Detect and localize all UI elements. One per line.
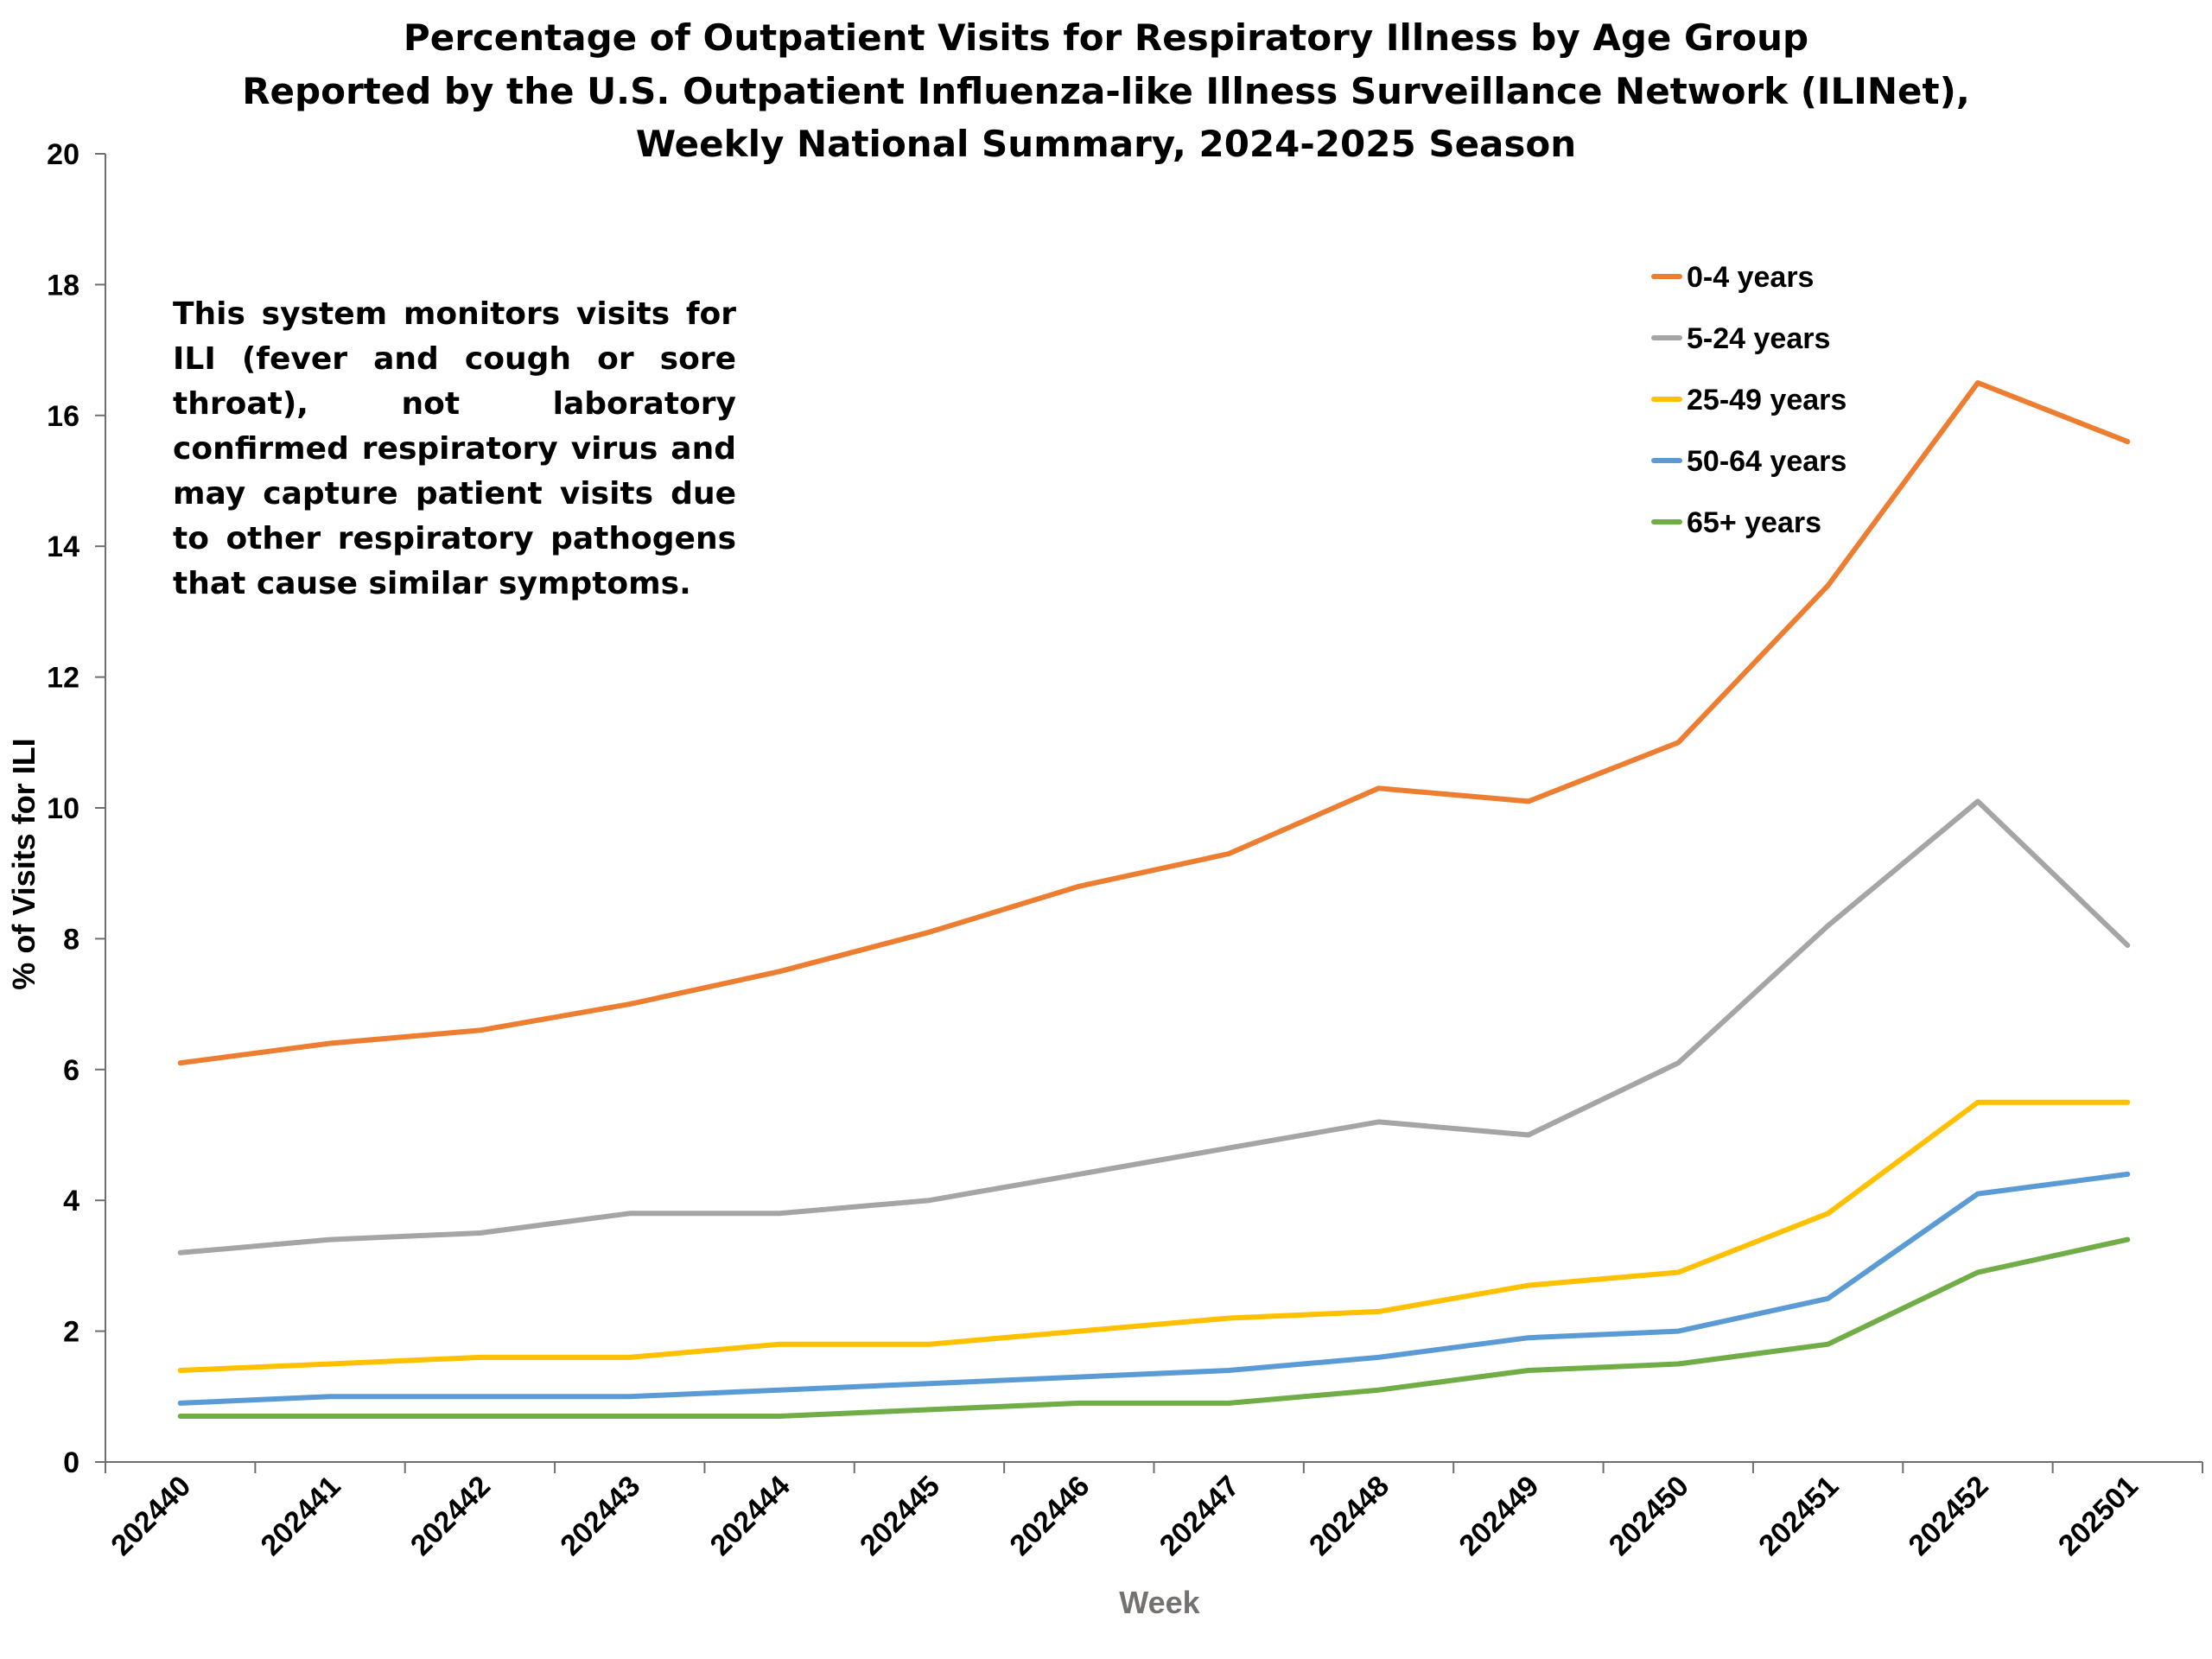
x-tick-label: 202440	[105, 1470, 197, 1562]
y-tick-labels: 0 2 4 6 8 10 12 14 16 18 20	[47, 138, 79, 1479]
series-line-5	[177, 1236, 2131, 1419]
legend-label: 65+ years	[1687, 506, 1821, 539]
x-axis-label: Week	[1119, 1585, 1200, 1620]
legend-label: 5-24 years	[1687, 322, 1830, 355]
legend-label: 0-4 years	[1687, 261, 1814, 294]
x-tick-label: 202445	[854, 1470, 946, 1562]
x-tick-label: 202447	[1154, 1470, 1246, 1562]
legend-label: 50-64 years	[1687, 445, 1847, 478]
x-tick-label: 202441	[255, 1470, 347, 1562]
y-tick-label: 12	[47, 662, 79, 695]
chart-title-line-1: Percentage of Outpatient Visits for Resp…	[404, 16, 1808, 59]
x-tick-label: 202444	[704, 1470, 797, 1562]
y-tick-label: 10	[47, 792, 79, 825]
chart-title-line-3: Weekly National Summary, 2024-2025 Seaso…	[636, 123, 1576, 165]
x-tick-label: 202442	[404, 1470, 497, 1562]
series-line-2	[177, 798, 2131, 1255]
x-tick-label: 202443	[554, 1470, 646, 1562]
x-tick-label: 202452	[1903, 1470, 1995, 1562]
x-tick-labels: 202440 202441 202442 202443 202444 202445 2024…	[105, 1470, 2145, 1562]
x-tick-label: 202448	[1303, 1470, 1395, 1562]
y-tick-label: 2	[63, 1316, 79, 1349]
x-tick-label: 202446	[1003, 1470, 1096, 1562]
x-tick-label: 202451	[1752, 1470, 1845, 1562]
y-tick-label: 8	[63, 923, 79, 956]
x-tick-label: 202450	[1603, 1470, 1695, 1562]
x-tick-label: 202449	[1452, 1470, 1545, 1562]
y-tick-label: 4	[63, 1185, 79, 1217]
y-axis-label: % of Visits for ILI	[6, 738, 41, 989]
series-lines	[177, 380, 2131, 1419]
chart-axes	[95, 153, 2203, 1473]
x-tick-label: 202501	[2052, 1470, 2145, 1562]
chart-title: Percentage of Outpatient Visits for Resp…	[242, 16, 1970, 165]
series-line-3	[177, 1099, 2131, 1373]
legend-label: 25-49 years	[1687, 384, 1847, 416]
y-tick-label: 16	[47, 400, 79, 433]
chart-annotation-note: This system monitors visits for ILI (fev…	[173, 296, 736, 601]
y-tick-label: 18	[47, 269, 79, 302]
legend: 0-4 years 5-24 years 25-49 years 50-64 year…	[1651, 261, 1847, 539]
y-tick-label: 20	[47, 138, 79, 171]
series-line-4	[177, 1171, 2131, 1406]
series-line-1	[177, 380, 2131, 1066]
y-tick-label: 14	[47, 531, 79, 563]
y-tick-label: 0	[63, 1446, 79, 1479]
y-tick-label: 6	[63, 1054, 79, 1087]
chart-title-line-2: Reported by the U.S. Outpatient Influenz…	[242, 70, 1970, 112]
